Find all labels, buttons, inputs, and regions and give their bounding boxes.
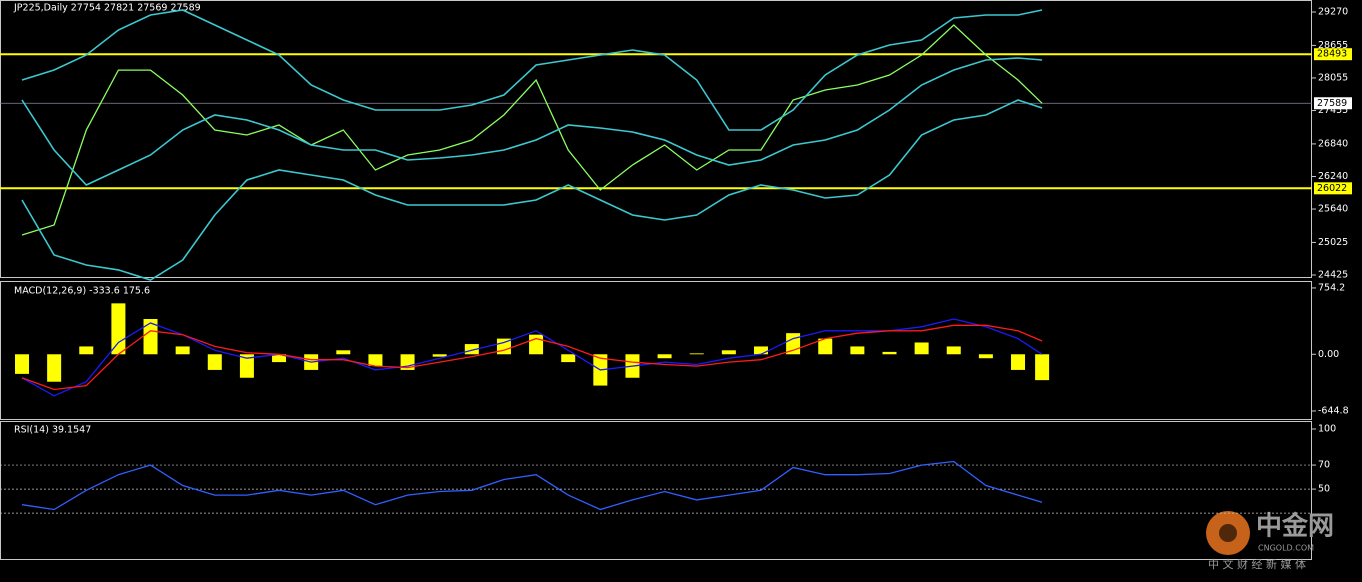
series-line bbox=[21, 99, 1043, 281]
histogram-bar bbox=[175, 346, 190, 355]
histogram-bar bbox=[207, 354, 222, 370]
panel-title: RSI(14) 39.1547 bbox=[14, 425, 91, 436]
histogram-bar bbox=[721, 350, 736, 355]
panel-title: JP225,Daily 27754 27821 27569 27589 bbox=[13, 3, 201, 14]
y-tick-label: 100 bbox=[1318, 424, 1336, 435]
y-tick-label: 24425 bbox=[1318, 269, 1348, 280]
y-tick-label: 0.00 bbox=[1318, 349, 1339, 360]
histogram-bar bbox=[464, 344, 479, 355]
histogram-bar bbox=[336, 350, 351, 355]
histogram-bar bbox=[978, 354, 993, 359]
last-price-tag bbox=[1314, 97, 1352, 110]
rsi-panel bbox=[0, 421, 1312, 560]
y-tick-label: 25640 bbox=[1318, 204, 1348, 215]
histogram-bar bbox=[753, 346, 768, 355]
series-line bbox=[21, 24, 1043, 236]
watermark: 中金网 CNGOLD.COM 中 文 财 经 新 媒 体 bbox=[1206, 511, 1334, 571]
y-tick-label: 754.2 bbox=[1318, 282, 1345, 293]
brand: 中金网 bbox=[1256, 511, 1334, 542]
y-tick-label: 26240 bbox=[1318, 171, 1348, 182]
histogram-bar bbox=[47, 354, 62, 382]
y-tick-label: 25025 bbox=[1318, 237, 1348, 248]
y-tick-label: 28655 bbox=[1318, 40, 1348, 51]
level-label: 28493 bbox=[1317, 49, 1347, 60]
histogram-bar bbox=[111, 303, 126, 355]
histogram-bar bbox=[689, 353, 704, 355]
histogram-bar bbox=[1035, 354, 1050, 381]
y-tick-label: 27455 bbox=[1318, 105, 1348, 116]
y-tick-label: -644.8 bbox=[1318, 405, 1349, 416]
histogram-bar bbox=[79, 346, 94, 355]
last-price-label: 27589 bbox=[1317, 98, 1347, 109]
macd-panel bbox=[0, 281, 1312, 420]
series-line bbox=[21, 318, 1043, 397]
level-tag bbox=[1314, 182, 1352, 195]
series-line bbox=[21, 460, 1043, 511]
y-tick-label: 50 bbox=[1318, 484, 1330, 495]
y-tick-label: 70 bbox=[1318, 460, 1330, 471]
histogram-bar bbox=[15, 354, 30, 374]
histogram-bar bbox=[272, 354, 287, 363]
histogram-bar bbox=[818, 338, 833, 355]
site: CNGOLD.COM bbox=[1258, 544, 1314, 553]
tagline: 中 文 财 经 新 媒 体 bbox=[1208, 557, 1306, 571]
histogram-bar bbox=[946, 346, 961, 355]
level-tag bbox=[1314, 48, 1352, 61]
histogram-bar bbox=[432, 354, 447, 357]
histogram-bar bbox=[657, 354, 672, 359]
series-line bbox=[21, 9, 1043, 131]
logo-core bbox=[1219, 524, 1237, 542]
histogram-bar bbox=[1011, 354, 1026, 370]
y-tick-label: 26840 bbox=[1318, 138, 1348, 149]
series-line bbox=[21, 324, 1043, 391]
y-tick-label: 29270 bbox=[1318, 7, 1348, 18]
level-label: 26022 bbox=[1317, 183, 1347, 194]
histogram-bar bbox=[561, 354, 576, 363]
price-panel bbox=[0, 0, 1312, 278]
histogram-bar bbox=[239, 354, 254, 378]
y-tick-label: 28055 bbox=[1318, 72, 1348, 83]
series-line bbox=[21, 57, 1043, 186]
histogram-bar bbox=[529, 334, 544, 355]
panel-title: MACD(12,26,9) -333.6 175.6 bbox=[14, 286, 150, 297]
histogram-bar bbox=[914, 342, 929, 355]
histogram-bar bbox=[882, 351, 897, 355]
histogram-bar bbox=[850, 346, 865, 355]
histogram-bar bbox=[143, 319, 158, 355]
histogram-bar bbox=[368, 354, 383, 367]
